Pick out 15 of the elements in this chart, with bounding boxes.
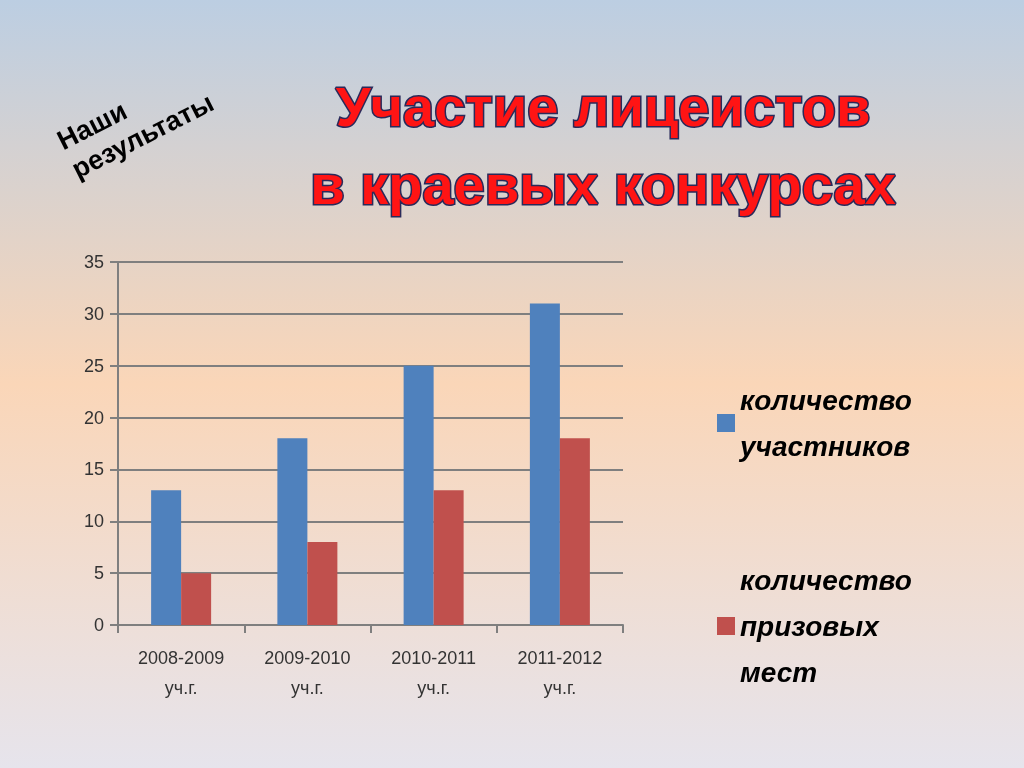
- chart-title: Участие лицеистов в краевых конкурсах: [310, 74, 896, 216]
- y-tick-label: 10: [83, 511, 104, 532]
- x-tick-label: 2011-2012 уч.г.: [517, 648, 603, 698]
- y-tick-label: 15: [83, 459, 104, 480]
- y-tick-label: 5: [93, 563, 104, 584]
- y-tick-label: 30: [83, 303, 104, 324]
- x-tick-label: 2009-2010 уч.г.: [264, 648, 351, 698]
- legend-label: количество участников: [738, 384, 912, 462]
- y-tick-label: 0: [93, 615, 104, 635]
- y-tick-label: 25: [83, 355, 104, 376]
- y-tick-label: 35: [83, 252, 104, 272]
- y-tick-label: 20: [83, 407, 104, 428]
- x-tick-label: 2008-2009 уч.г.: [138, 648, 225, 698]
- legend-label: количество призовых мест: [740, 564, 912, 688]
- x-tick-label: 2010-2011 уч.г.: [391, 648, 476, 698]
